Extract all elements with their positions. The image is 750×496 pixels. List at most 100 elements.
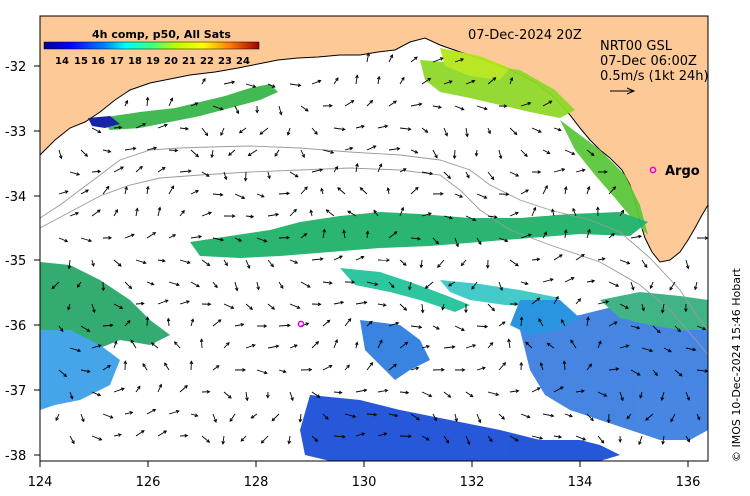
current-arrow-head xyxy=(208,211,212,216)
current-arrow-head xyxy=(414,150,419,154)
current-arrow-head xyxy=(97,169,102,174)
current-arrow xyxy=(661,303,665,313)
current-arrow xyxy=(267,303,275,310)
y-tick-label: -32 xyxy=(5,60,26,75)
current-arrow xyxy=(630,369,641,376)
current-arrow xyxy=(454,237,459,247)
current-arrow xyxy=(461,259,467,266)
current-arrow-head xyxy=(654,372,658,377)
current-arrow xyxy=(311,391,320,398)
current-arrow xyxy=(190,413,198,417)
current-arrow xyxy=(520,281,528,285)
current-arrow-head xyxy=(625,344,630,348)
current-arrow xyxy=(366,231,369,239)
current-arrow-head xyxy=(641,307,645,312)
current-arrow-head xyxy=(361,124,365,129)
current-arrow-head xyxy=(374,282,379,286)
current-arrow-head xyxy=(158,383,163,388)
current-arrow xyxy=(520,149,528,157)
current-arrow xyxy=(520,413,530,418)
current-arrow-head xyxy=(361,432,366,436)
current-arrow xyxy=(639,391,643,398)
current-arrow-head xyxy=(235,110,240,115)
current-arrow xyxy=(223,259,228,266)
current-arrow-head xyxy=(260,194,265,198)
current-arrow-head xyxy=(551,208,555,213)
current-arrow-head xyxy=(126,319,131,324)
legend-tick: 21 xyxy=(182,56,196,67)
current-arrow xyxy=(146,409,156,415)
current-arrow xyxy=(212,413,217,423)
argo-marker[interactable] xyxy=(649,166,657,174)
argo-marker[interactable] xyxy=(297,320,305,328)
current-arrow xyxy=(190,190,199,195)
current-arrow xyxy=(212,105,223,111)
current-arrow-head xyxy=(441,306,445,311)
current-arrow xyxy=(399,259,407,266)
current-arrow xyxy=(465,391,474,398)
current-arrow-head xyxy=(220,132,224,137)
current-arrow-head xyxy=(98,437,103,441)
x-axis: 124 126 128 130 132 134 136 xyxy=(28,461,700,490)
current-arrow xyxy=(652,369,658,376)
current-arrow-head xyxy=(124,99,129,104)
current-arrow xyxy=(487,342,493,349)
current-arrow xyxy=(201,78,206,85)
current-arrow xyxy=(696,325,706,330)
current-arrow xyxy=(267,171,271,179)
current-arrow xyxy=(146,147,157,151)
current-arrow xyxy=(410,56,418,63)
current-arrow xyxy=(124,186,128,195)
current-arrow-head xyxy=(638,441,642,446)
current-arrow-head xyxy=(255,109,259,114)
current-arrow xyxy=(190,149,199,157)
current-arrow-head xyxy=(109,415,114,419)
current-arrow xyxy=(377,303,386,306)
current-arrow-head xyxy=(271,306,276,310)
current-arrow-head xyxy=(402,262,407,266)
current-arrow-head xyxy=(184,384,188,389)
y-tick-label: -38 xyxy=(5,449,26,464)
current-arrow xyxy=(366,53,370,63)
current-arrow-head xyxy=(190,318,195,323)
current-arrow-head xyxy=(64,190,69,194)
current-arrow xyxy=(91,344,101,349)
current-arrow xyxy=(228,149,236,156)
current-arrow xyxy=(641,259,648,268)
current-arrow xyxy=(146,317,149,327)
current-arrow xyxy=(454,325,465,331)
current-arrow-head xyxy=(527,101,532,106)
current-arrow xyxy=(619,259,630,265)
current-arrow-head xyxy=(341,127,346,132)
current-arrow xyxy=(102,186,110,195)
current-time: 07-Dec 06:00Z xyxy=(600,54,697,69)
current-arrow-head xyxy=(685,265,690,270)
current-arrow-head xyxy=(58,155,63,160)
current-arrow-head xyxy=(372,145,377,149)
current-arrow xyxy=(443,215,453,219)
current-arrow xyxy=(638,435,643,445)
legend-tick: 19 xyxy=(146,56,160,67)
current-arrow xyxy=(421,391,432,397)
x-tick-label: 124 xyxy=(28,475,53,490)
current-arrow xyxy=(58,237,68,242)
current-arrow xyxy=(113,209,118,217)
current-arrow-head xyxy=(414,186,419,191)
current-arrow-head xyxy=(389,54,394,58)
legend-title: 4h comp, p50, All Sats xyxy=(92,28,231,41)
current-arrow-head xyxy=(483,106,488,111)
y-tick-label: -35 xyxy=(5,254,26,269)
current-arrow xyxy=(223,81,235,85)
current-arrow-head xyxy=(150,282,155,286)
current-arrow-head xyxy=(339,255,343,259)
current-arrow-head xyxy=(581,254,585,258)
current-arrow xyxy=(344,318,352,327)
current-arrow-head xyxy=(187,169,192,173)
current-arrow-head xyxy=(170,185,175,190)
current-arrow-head xyxy=(507,338,511,343)
current-arrow xyxy=(91,435,102,441)
current-arrow xyxy=(399,127,411,130)
current-arrow-head xyxy=(539,436,544,440)
current-arrow xyxy=(476,193,487,199)
current-arrow xyxy=(91,259,95,267)
